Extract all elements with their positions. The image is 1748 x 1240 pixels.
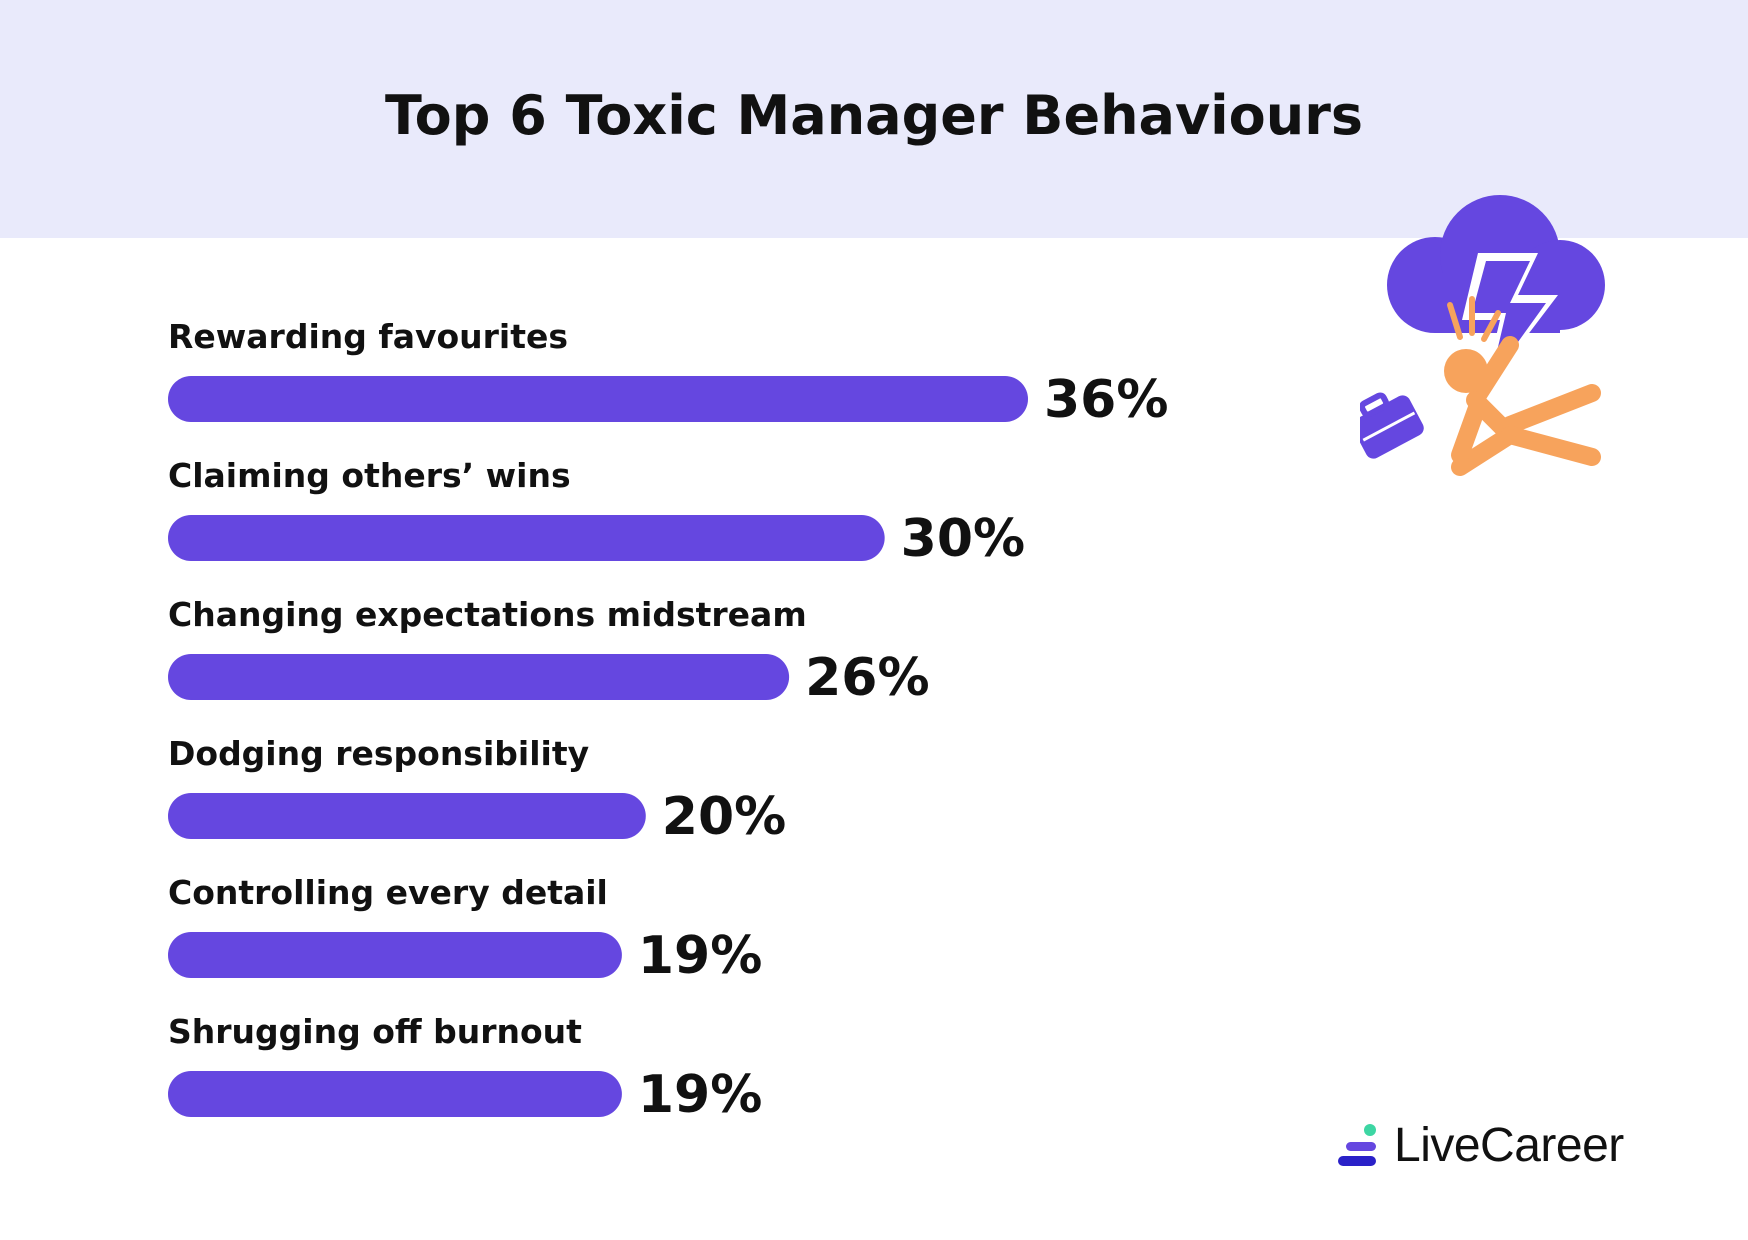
category-label: Dodging responsibility — [168, 734, 589, 773]
bar — [168, 515, 885, 561]
page-title: Top 6 Toxic Manager Behaviours — [385, 84, 1363, 147]
category-label: Controlling every detail — [168, 873, 608, 912]
brand-name: LiveCareer — [1394, 1119, 1624, 1172]
lightning-bolt-icon — [1462, 253, 1558, 395]
bar — [168, 793, 646, 839]
value-label: 20% — [662, 787, 786, 847]
illustration — [1360, 195, 1605, 476]
briefcase-icon — [1360, 392, 1424, 459]
livecareer-logo: LiveCareer — [1338, 1118, 1678, 1178]
bar — [168, 654, 790, 700]
bar — [168, 376, 1028, 422]
bar — [168, 1071, 622, 1117]
header-band — [0, 0, 1748, 238]
category-label: Claiming others’ wins — [168, 456, 571, 495]
value-label: 19% — [638, 1065, 762, 1125]
category-label: Rewarding favourites — [168, 317, 568, 356]
value-label: 36% — [1044, 370, 1168, 430]
bar — [168, 932, 622, 978]
value-label: 30% — [901, 509, 1025, 569]
category-label: Shrugging off burnout — [168, 1012, 582, 1051]
category-label: Changing expectations midstream — [168, 595, 807, 634]
falling-person-icon — [1444, 296, 1601, 476]
value-label: 19% — [638, 926, 762, 986]
value-label: 26% — [805, 648, 929, 708]
livecareer-logo-icon — [1338, 1124, 1376, 1166]
